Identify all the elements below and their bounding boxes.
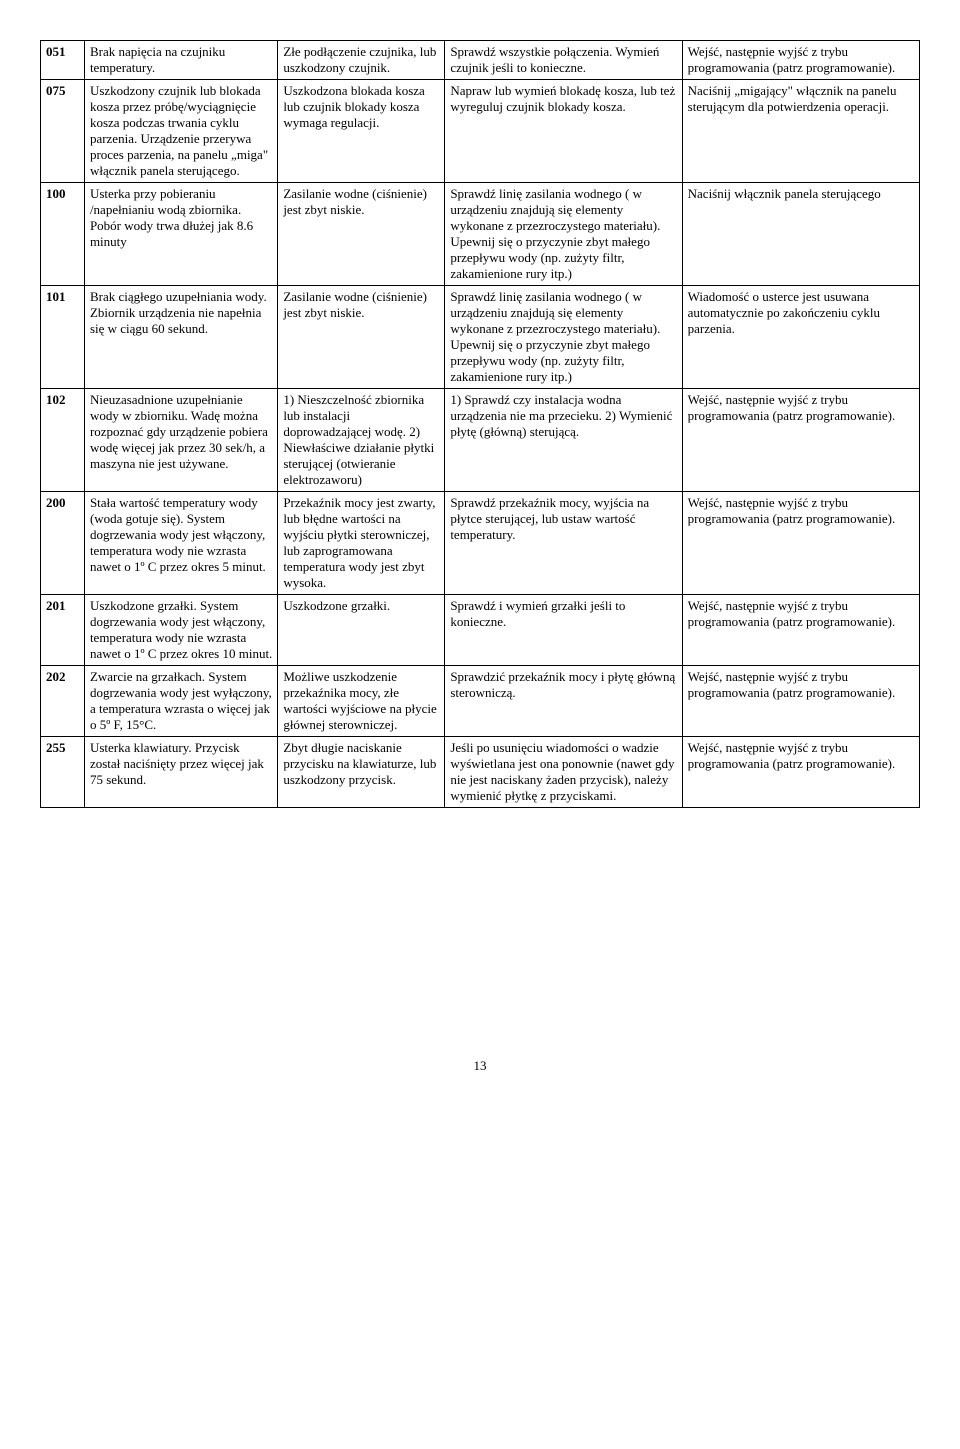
check-cell: Napraw lub wymień blokadę kosza, lub też… [445,80,682,183]
table-body: 051Brak napięcia na czujniku temperatury… [41,41,920,808]
description-cell: Uszkodzony czujnik lub blokada kosza prz… [84,80,277,183]
fault-code-table: 051Brak napięcia na czujniku temperatury… [40,40,920,808]
table-row: 200Stała wartość temperatury wody (woda … [41,492,920,595]
check-cell: Sprawdź wszystkie połączenia. Wymień czu… [445,41,682,80]
table-row: 101Brak ciągłego uzupełniania wody. Zbio… [41,286,920,389]
table-row: 100Usterka przy pobieraniu /napełnianiu … [41,183,920,286]
check-cell: 1) Sprawdź czy instalacja wodna urządzen… [445,389,682,492]
check-cell: Sprawdzić przekaźnik mocy i płytę główną… [445,666,682,737]
action-cell: Naciśnij włącznik panela sterującego [682,183,919,286]
description-cell: Brak ciągłego uzupełniania wody. Zbiorni… [84,286,277,389]
action-cell: Wejść, następnie wyjść z trybu programow… [682,595,919,666]
check-cell: Jeśli po usunięciu wiadomości o wadzie w… [445,737,682,808]
cause-cell: Możliwe uszkodzenie przekaźnika mocy, zł… [278,666,445,737]
check-cell: Sprawdź i wymień grzałki jeśli to koniec… [445,595,682,666]
check-cell: Sprawdź linię zasilania wodnego ( w urzą… [445,286,682,389]
cause-cell: Zasilanie wodne (ciśnienie) jest zbyt ni… [278,183,445,286]
code-cell: 075 [41,80,85,183]
code-cell: 051 [41,41,85,80]
code-cell: 101 [41,286,85,389]
cause-cell: Przekaźnik mocy jest zwarty, lub błędne … [278,492,445,595]
action-cell: Wejść, następnie wyjść z trybu programow… [682,389,919,492]
code-cell: 200 [41,492,85,595]
table-row: 075Uszkodzony czujnik lub blokada kosza … [41,80,920,183]
table-row: 102Nieuzasadnione uzupełnianie wody w zb… [41,389,920,492]
description-cell: Zwarcie na grzałkach. System dogrzewania… [84,666,277,737]
code-cell: 201 [41,595,85,666]
code-cell: 100 [41,183,85,286]
description-cell: Nieuzasadnione uzupełnianie wody w zbior… [84,389,277,492]
action-cell: Wiadomość o usterce jest usuwana automat… [682,286,919,389]
cause-cell: Uszkodzona blokada kosza lub czujnik blo… [278,80,445,183]
cause-cell: Zasilanie wodne (ciśnienie) jest zbyt ni… [278,286,445,389]
code-cell: 102 [41,389,85,492]
action-cell: Naciśnij „migający" włącznik na panelu s… [682,80,919,183]
action-cell: Wejść, następnie wyjść z trybu programow… [682,737,919,808]
description-cell: Usterka przy pobieraniu /napełnianiu wod… [84,183,277,286]
action-cell: Wejść, następnie wyjść z trybu programow… [682,492,919,595]
cause-cell: 1) Nieszczelność zbiornika lub instalacj… [278,389,445,492]
table-row: 051Brak napięcia na czujniku temperatury… [41,41,920,80]
code-cell: 202 [41,666,85,737]
code-cell: 255 [41,737,85,808]
action-cell: Wejść, następnie wyjść z trybu programow… [682,666,919,737]
cause-cell: Uszkodzone grzałki. [278,595,445,666]
check-cell: Sprawdź linię zasilania wodnego ( w urzą… [445,183,682,286]
table-row: 255Usterka klawiatury. Przycisk został n… [41,737,920,808]
description-cell: Uszkodzone grzałki. System dogrzewania w… [84,595,277,666]
cause-cell: Złe podłączenie czujnika, lub uszkodzony… [278,41,445,80]
table-row: 202Zwarcie na grzałkach. System dogrzewa… [41,666,920,737]
action-cell: Wejść, następnie wyjść z trybu programow… [682,41,919,80]
cause-cell: Zbyt długie naciskanie przycisku na klaw… [278,737,445,808]
check-cell: Sprawdź przekaźnik mocy, wyjścia na płyt… [445,492,682,595]
page-number: 13 [40,1058,920,1074]
table-row: 201Uszkodzone grzałki. System dogrzewani… [41,595,920,666]
description-cell: Brak napięcia na czujniku temperatury. [84,41,277,80]
description-cell: Stała wartość temperatury wody (woda got… [84,492,277,595]
description-cell: Usterka klawiatury. Przycisk został naci… [84,737,277,808]
